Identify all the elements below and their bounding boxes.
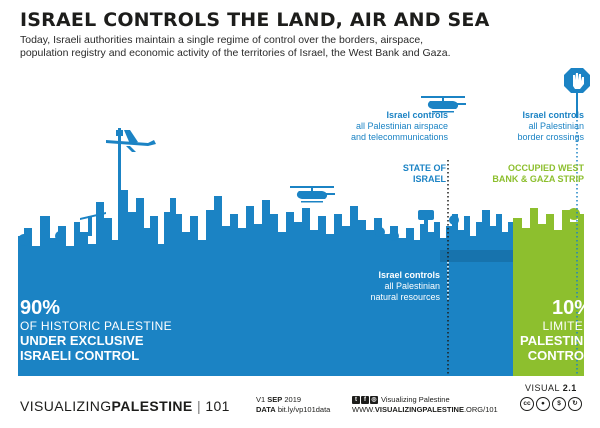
palestinian-control-line2: PALESTINIAN xyxy=(520,333,600,348)
resources-line1: all Palestinian xyxy=(384,281,440,291)
drone-icon xyxy=(106,130,156,152)
data-label: DATA xyxy=(256,405,276,414)
occupied-territory xyxy=(513,208,584,376)
visual-number: 2.1 xyxy=(562,383,577,393)
social-handle[interactable]: Visualizing Palestine xyxy=(381,395,450,404)
brand-wordmark: VISUALIZINGPALESTINE | 101 xyxy=(20,398,230,414)
brand-light: VISUALIZING xyxy=(20,398,112,414)
instagram-icon[interactable]: ◎ xyxy=(370,396,378,405)
brand-number: 101 xyxy=(205,398,230,414)
border-annotation: Israel controls all Palestinian border c… xyxy=(494,110,584,143)
data-link[interactable]: bit.ly/vp101data xyxy=(277,405,331,414)
israeli-control-stat: 90% OF HISTORIC PALESTINE UNDER EXCLUSIV… xyxy=(20,297,172,363)
shaded-overlap xyxy=(440,250,513,262)
version-month: SEP xyxy=(267,395,283,404)
palestinian-control-line1: LIMITED xyxy=(542,319,592,333)
israel-territory xyxy=(18,128,513,376)
facebook-icon[interactable]: f xyxy=(361,396,369,405)
palestinian-control-line3: CONTROL xyxy=(527,348,592,363)
brand-separator: | xyxy=(196,398,202,414)
cc-icon: cc xyxy=(520,397,534,411)
website-link[interactable]: WWW.VISUALIZINGPALESTINE.ORG/101 xyxy=(352,405,498,415)
resources-annotation: Israel controls all Palestinian natural … xyxy=(340,270,440,303)
nc-icon: $ xyxy=(552,397,566,411)
border-line1: all Palestinian xyxy=(528,121,584,131)
site-suffix: .ORG/101 xyxy=(463,405,498,414)
license-icons: cc ● $ ↻ xyxy=(520,397,582,411)
airspace-line2: and telecommunications xyxy=(350,132,448,142)
page-subtitle: Today, Israeli authorities maintain a si… xyxy=(20,34,451,59)
border-line2: border crossings xyxy=(517,132,584,142)
twitter-icon[interactable]: t xyxy=(352,396,360,405)
helicopter-icon xyxy=(421,96,466,113)
resources-heading: Israel controls xyxy=(378,270,440,280)
airspace-annotation: Israel controls all Palestinian airspace… xyxy=(318,110,448,143)
occupied-label-line2: BANK & GAZA STRIP xyxy=(492,174,584,184)
site-bold: VISUALIZINGPALESTINE xyxy=(374,405,464,414)
occupied-label-line1: OCCUPIED WEST xyxy=(507,163,584,173)
helicopter-icon xyxy=(290,186,335,203)
social-icons: t f ◎ xyxy=(352,396,378,405)
occupied-territories-label: OCCUPIED WEST BANK & GAZA STRIP xyxy=(480,163,584,185)
airspace-line1: all Palestinian airspace xyxy=(355,121,448,131)
visual-number-tag: VISUAL 2.1 xyxy=(525,383,577,393)
state-label-line1: STATE OF xyxy=(402,163,446,173)
brand-bold: PALESTINE xyxy=(111,398,193,414)
sa-icon: ↻ xyxy=(568,397,582,411)
israeli-control-line1: OF HISTORIC PALESTINE xyxy=(20,319,172,333)
israeli-control-line3: ISRAELI CONTROL xyxy=(20,348,140,363)
version-info: V1 SEP 2019 DATA bit.ly/vp101data xyxy=(256,395,330,415)
version-label: V1 xyxy=(256,395,266,404)
resources-line2: natural resources xyxy=(370,292,440,302)
site-prefix: WWW. xyxy=(352,405,375,414)
visual-label: VISUAL xyxy=(525,383,560,393)
border-heading: Israel controls xyxy=(522,110,584,120)
airspace-heading: Israel controls xyxy=(386,110,448,120)
by-icon: ● xyxy=(536,397,550,411)
social-info: t f ◎ Visualizing Palestine WWW.VISUALIZIN… xyxy=(352,395,498,415)
state-label-line2: ISRAEL xyxy=(412,174,446,184)
israeli-control-line2: UNDER EXCLUSIVE xyxy=(20,333,144,348)
version-year: 2019 xyxy=(284,395,302,404)
page-title: ISRAEL CONTROLS THE LAND, AIR AND SEA xyxy=(20,9,490,31)
stop-hand-sign-icon xyxy=(564,68,590,118)
state-of-israel-label: STATE OF ISRAEL xyxy=(386,163,446,185)
palestinian-control-percent: 10% xyxy=(551,297,592,319)
israeli-control-percent: 90% xyxy=(20,297,61,319)
palestinian-control-stat: 10% LIMITED PALESTINIAN CONTROL xyxy=(520,297,600,363)
